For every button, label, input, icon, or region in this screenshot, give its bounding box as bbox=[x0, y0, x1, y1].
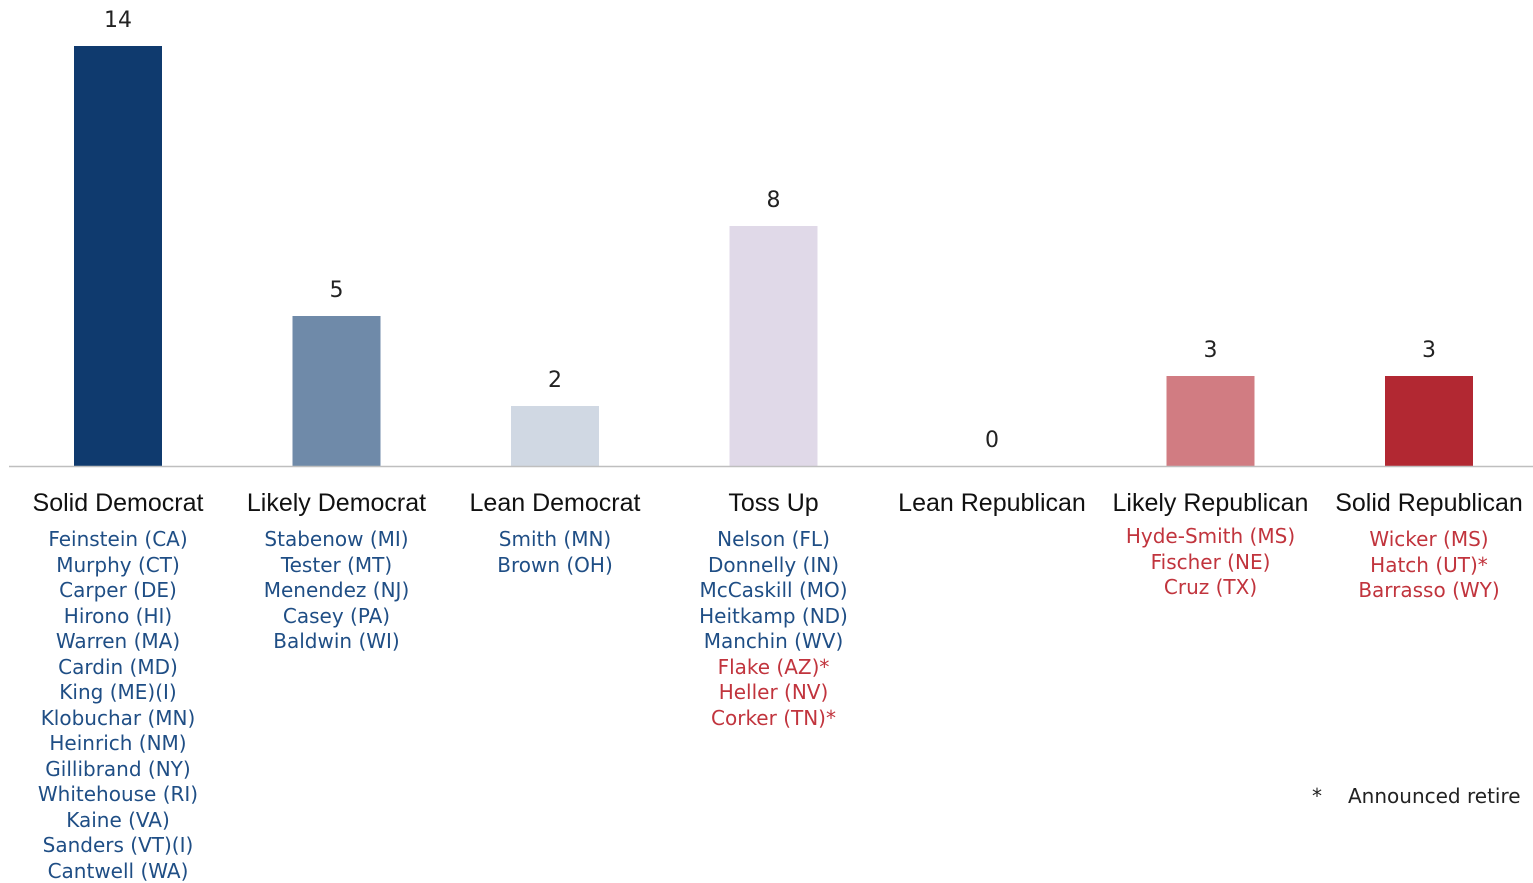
senator-name: Cruz (TX) bbox=[1163, 575, 1258, 599]
senator-name: Hatch (UT)* bbox=[1370, 552, 1488, 577]
senator-name: Kaine (VA) bbox=[66, 807, 170, 832]
senator-name: Cantwell (WA) bbox=[47, 858, 189, 883]
senator-name: Warren (MA) bbox=[55, 629, 181, 653]
bar-6 bbox=[1385, 376, 1473, 466]
footnote-symbol: * bbox=[1312, 784, 1322, 808]
senator-name: Brown (OH) bbox=[497, 552, 613, 577]
senator-name: Klobuchar (MN) bbox=[40, 705, 196, 730]
senator-list-2: Smith (MN) Brown (OH) bbox=[445, 527, 665, 578]
senator-list-0: Feinstein (CA) Murphy (CT) Carper (DE) Hiro… bbox=[8, 527, 228, 883]
senator-list-3: Nelson (FL) Donnelly (IN) McCaskill (MO) He… bbox=[664, 527, 884, 731]
senator-list-6: Wicker (MS) Hatch (UT)* Barrasso (WY) bbox=[1319, 527, 1533, 604]
senator-name: Donnelly (IN) bbox=[707, 552, 840, 577]
senator-name: Heitkamp (ND) bbox=[699, 603, 848, 628]
senator-name: Whitehouse (RI) bbox=[37, 782, 199, 806]
footnote: * Announced retire bbox=[1312, 784, 1521, 808]
senator-name: Feinstein (CA) bbox=[48, 527, 188, 551]
senator-name: Hirono (HI) bbox=[63, 603, 173, 628]
senator-name: Tester (MT) bbox=[280, 552, 393, 577]
senator-name: Manchin (WV) bbox=[703, 629, 844, 653]
senator-name: Fischer (NE) bbox=[1150, 549, 1271, 574]
senator-name: Barrasso (WY) bbox=[1358, 578, 1500, 602]
senator-name: King (ME)(I) bbox=[59, 680, 177, 704]
data-label-1: 5 bbox=[330, 278, 344, 303]
senator-list-1: Stabenow (MI) Tester (MT) Menendez (NJ) Cas… bbox=[227, 527, 447, 655]
data-label-5: 3 bbox=[1204, 338, 1218, 363]
category-label-3: Toss Up bbox=[728, 489, 819, 517]
footnote-text: Announced retire bbox=[1348, 784, 1521, 808]
bar-3 bbox=[729, 226, 818, 466]
category-label-1: Likely Democrat bbox=[246, 489, 427, 517]
senator-name: McCaskill (MO) bbox=[699, 578, 848, 602]
data-label-2: 2 bbox=[548, 368, 562, 393]
bar-2 bbox=[511, 406, 599, 466]
category-label-0: Solid Democrat bbox=[32, 489, 204, 517]
senator-name: Stabenow (MI) bbox=[264, 527, 409, 551]
senator-list-5: Hyde-Smith (MS) Fischer (NE) Cruz (TX) bbox=[1101, 524, 1321, 601]
category-label-2: Lean Democrat bbox=[469, 489, 641, 517]
senator-name: Flake (AZ)* bbox=[717, 654, 830, 679]
senator-name: Menendez (NJ) bbox=[263, 578, 410, 602]
senator-name: Casey (PA) bbox=[282, 603, 391, 628]
data-label-4: 0 bbox=[985, 428, 999, 453]
senator-name: Gillibrand (NY) bbox=[45, 756, 191, 781]
data-label-6: 3 bbox=[1422, 338, 1436, 363]
senator-name: Smith (MN) bbox=[498, 527, 612, 551]
bar-1 bbox=[292, 316, 381, 466]
data-label-0: 14 bbox=[104, 8, 132, 33]
data-label-3: 8 bbox=[767, 188, 781, 213]
senator-name: Corker (TN)* bbox=[711, 705, 836, 730]
senator-name: Murphy (CT) bbox=[56, 552, 180, 577]
senator-name: Sanders (VT)(I) bbox=[42, 833, 194, 857]
bar-5 bbox=[1166, 376, 1255, 466]
senator-name: Carper (DE) bbox=[59, 578, 177, 602]
senator-name: Wicker (MS) bbox=[1369, 527, 1489, 551]
bar-0 bbox=[74, 46, 162, 466]
senator-name: Heller (NV) bbox=[718, 680, 829, 704]
senator-name: Heinrich (NM) bbox=[49, 731, 187, 755]
category-label-4: Lean Republican bbox=[898, 489, 1086, 517]
category-label-6: Solid Republican bbox=[1335, 489, 1523, 517]
category-label-5: Likely Republican bbox=[1112, 489, 1309, 517]
senator-name: Nelson (FL) bbox=[717, 527, 830, 551]
senator-name: Cardin (MD) bbox=[58, 654, 178, 679]
senator-name: Hyde-Smith (MS) bbox=[1125, 524, 1296, 548]
senator-name: Baldwin (WI) bbox=[273, 629, 400, 653]
